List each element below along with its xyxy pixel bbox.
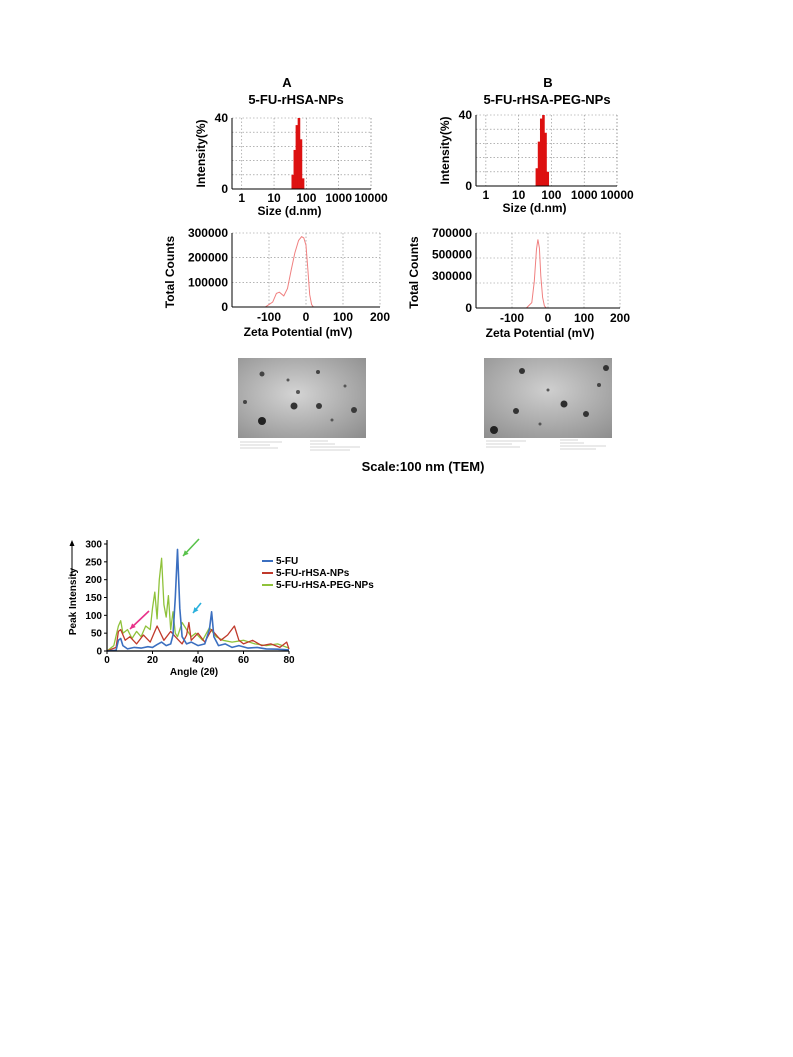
series-line <box>106 557 290 652</box>
x-tick-label: 200 <box>610 311 630 325</box>
x-axis-label: Zeta Potential (mV) <box>486 326 595 340</box>
x-tick-label: 0 <box>545 311 552 325</box>
x-tick-label: 60 <box>238 655 250 666</box>
x-tick-label: -100 <box>500 311 524 325</box>
axis-arrow-head <box>69 540 75 546</box>
size-bar <box>546 171 550 186</box>
size-distribution-chart-b: 1 10 100 1000 10000 0 40 Size (d.nm) Intensity(%… <box>438 108 634 215</box>
legend-label: 5-FU-rHSA-NPs <box>276 568 350 579</box>
size-bar <box>295 125 299 189</box>
y-tick-label: 500000 <box>432 247 472 261</box>
x-tick-label: 100 <box>574 311 594 325</box>
size-bar <box>537 141 541 186</box>
panel-b-letter: B <box>543 75 552 90</box>
y-tick-label: 0 <box>96 647 102 658</box>
x-tick-label: -100 <box>257 310 281 324</box>
annotation-arrow-pink-head <box>130 623 136 629</box>
series-line <box>106 621 290 652</box>
x-tick-label: 1000 <box>571 188 598 202</box>
y-tick-label: 100000 <box>188 275 228 289</box>
x-axis-label: Size (d.nm) <box>257 204 321 218</box>
x-tick-label: 20 <box>147 655 159 666</box>
zeta-line <box>476 239 620 309</box>
x-tick-label: 0 <box>303 310 310 324</box>
panel-a-letter: A <box>282 75 292 90</box>
annotation-arrow-cyan-head <box>193 607 199 613</box>
y-tick-label: 50 <box>91 629 103 640</box>
size-bar <box>544 132 547 186</box>
x-tick-label: 10 <box>267 191 281 205</box>
x-tick-label: 80 <box>283 655 295 666</box>
y-tick-label: 250 <box>85 557 102 568</box>
tem-image-a <box>238 358 366 452</box>
annotation-arrow-green-head <box>183 550 189 556</box>
x-tick-label: 200 <box>370 310 390 324</box>
y-tick-label: 40 <box>459 108 473 122</box>
x-tick-label: 100 <box>541 188 561 202</box>
legend-label: 5-FU-rHSA-PEG-NPs <box>276 580 374 591</box>
size-bar <box>301 178 305 189</box>
y-tick-label: 0 <box>221 182 228 196</box>
tem-image-b <box>484 358 612 452</box>
x-tick-label: 0 <box>104 655 110 666</box>
x-axis-label: Size (d.nm) <box>502 201 566 215</box>
y-axis-label: Total Counts <box>407 236 421 309</box>
y-tick-label: 0 <box>465 301 472 315</box>
y-axis-label: Peak Intensity <box>68 567 79 635</box>
zeta-line <box>232 236 380 308</box>
y-tick-label: 40 <box>215 111 229 125</box>
y-tick-label: 300000 <box>432 269 472 283</box>
y-axis-label: Total Counts <box>163 235 177 308</box>
panel-a-title: 5-FU-rHSA-NPs <box>248 92 343 107</box>
x-tick-label: 100 <box>333 310 353 324</box>
y-tick-label: 200 <box>85 575 102 586</box>
y-tick-label: 300000 <box>188 226 228 240</box>
y-tick-label: 700000 <box>432 226 472 240</box>
y-tick-label: 150 <box>85 593 102 604</box>
size-bar <box>293 149 297 189</box>
xrd-chart: 0 20 40 60 80 0 50 100 150 200 250 300 Angle (2θ) Pea… <box>68 538 374 678</box>
x-tick-label: 10000 <box>600 188 634 202</box>
x-tick-label: 1 <box>483 188 490 202</box>
series-line <box>106 548 290 652</box>
size-bar <box>542 115 545 186</box>
x-axis-label: Angle (2θ) <box>170 667 218 678</box>
tem-caption: Scale:100 nm (TEM) <box>362 459 485 474</box>
x-tick-label: 1 <box>238 191 245 205</box>
x-axis-label: Zeta Potential (mV) <box>244 325 353 339</box>
zeta-potential-chart-a: -100 0 100 200 0 100000 200000 300000 Zeta Poten… <box>163 226 390 339</box>
y-tick-label: 0 <box>465 179 472 193</box>
y-tick-label: 100 <box>85 611 102 622</box>
x-tick-label: 100 <box>296 191 316 205</box>
size-bar <box>299 139 303 189</box>
size-distribution-chart-a: 1 10 100 1000 10000 0 40 Size (d.nm) Intensity(%… <box>194 111 388 218</box>
y-axis-label: Intensity(%) <box>438 116 452 184</box>
legend-label: 5-FU <box>276 556 298 567</box>
y-tick-label: 0 <box>221 300 228 314</box>
y-tick-label: 200000 <box>188 251 228 265</box>
panel-b-title: 5-FU-rHSA-PEG-NPs <box>483 92 610 107</box>
size-bar <box>291 174 295 189</box>
y-axis-label: Intensity(%) <box>194 119 208 187</box>
x-tick-label: 1000 <box>325 191 352 205</box>
x-tick-label: 10000 <box>354 191 388 205</box>
size-bar <box>535 168 539 186</box>
size-bar <box>297 118 301 189</box>
zeta-potential-chart-b: -100 0 100 200 0 300000 500000 700000 Zeta Poten… <box>407 226 630 340</box>
y-tick-label: 300 <box>85 540 102 551</box>
x-tick-label: 10 <box>512 188 526 202</box>
x-tick-label: 40 <box>192 655 204 666</box>
size-bar <box>539 118 543 186</box>
